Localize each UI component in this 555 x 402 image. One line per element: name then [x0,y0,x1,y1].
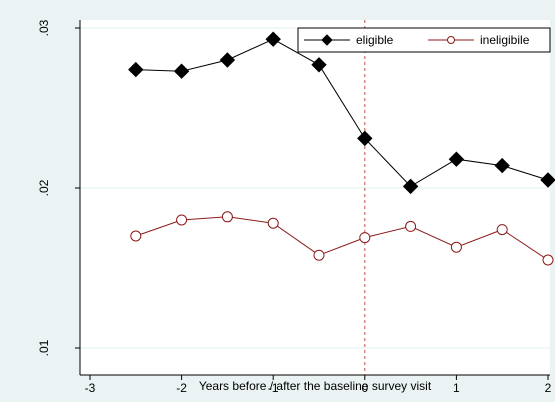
data-point-ineligibile [405,220,417,232]
data-point-eligible [219,52,236,68]
data-point-ineligibile [496,224,508,236]
x-tick-label: -3 [85,381,96,395]
x-axis-label: Years before / after the baseline survey… [199,379,432,393]
series-line-eligible [135,38,549,188]
axes: .01 .02 .03 -3 -2 -1 0 1 2 [37,19,552,395]
x-tick-label: 2 [545,381,552,395]
plot-area [80,20,550,375]
data-point-eligible [357,130,373,147]
series-layer [128,31,555,266]
x-tick-label: 1 [453,381,460,395]
data-point-ineligibile [176,214,188,226]
data-point-ineligibile [130,230,142,242]
legend: eligible ineligibile [297,27,551,53]
y-tick-label: .02 [37,179,51,196]
series-eligible [128,31,555,195]
y-tick-label: .03 [37,19,51,36]
data-point-ineligibile [267,217,279,229]
data-point-eligible [265,31,281,47]
data-point-ineligibile [450,241,462,253]
data-point-eligible [402,178,419,195]
data-point-eligible [540,172,555,188]
data-point-ineligibile [221,211,233,223]
data-point-eligible [494,157,510,174]
data-point-ineligibile [542,254,554,266]
series-line-ineligibile [135,216,549,261]
legend-marker-ineligibile [447,36,455,44]
y-tick-label: .01 [37,339,51,356]
legend-label-ineligibile: ineligibile [480,33,530,47]
data-point-eligible [311,57,327,73]
legend-label-eligible: eligible [356,33,394,47]
legend-marker-eligible [321,34,333,46]
data-point-eligible [448,151,465,167]
data-point-eligible [128,61,144,78]
data-point-ineligibile [313,249,325,261]
series-ineligibile [130,211,554,266]
data-point-eligible [173,63,190,79]
x-tick-label: -1 [268,381,279,395]
x-tick-label: 0 [361,381,368,395]
data-point-ineligibile [359,232,371,244]
x-tick-label: -2 [176,381,187,395]
